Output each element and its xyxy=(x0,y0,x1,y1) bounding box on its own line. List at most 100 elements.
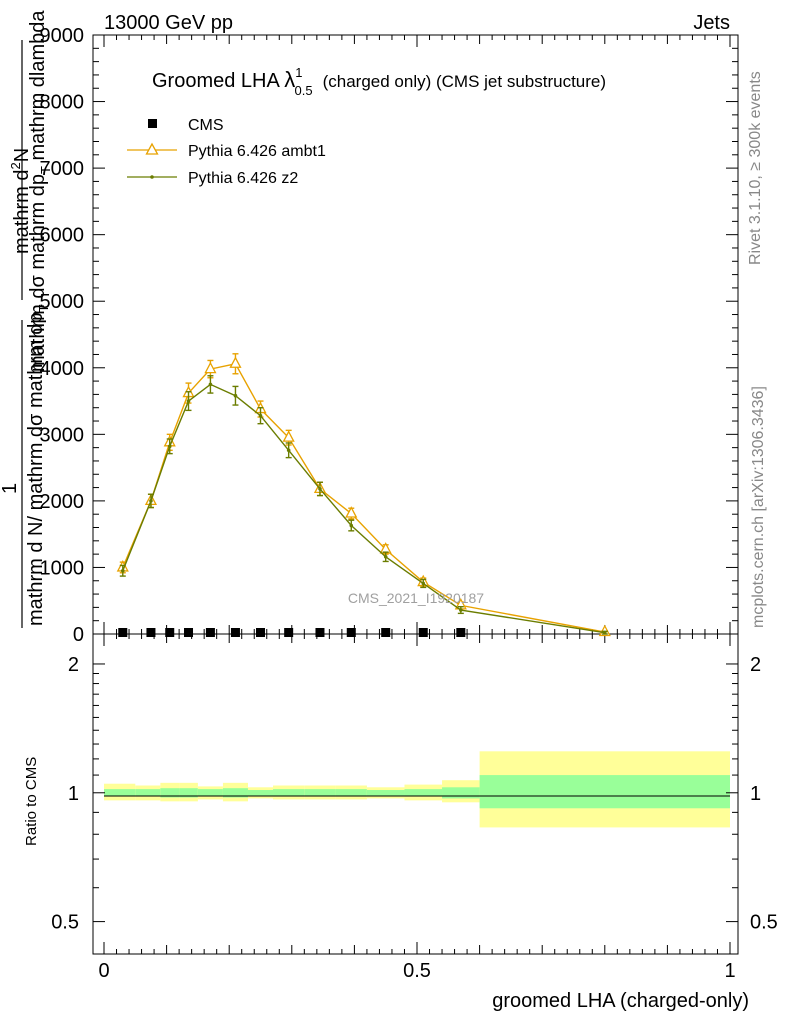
z2-marker xyxy=(349,523,354,528)
z2-marker xyxy=(186,399,191,403)
ratio-band-inner xyxy=(366,790,405,796)
ratio-band-inner xyxy=(479,775,730,809)
title-suffix: (charged only) (CMS jet substructure) xyxy=(323,72,606,91)
ratio-y-tick-label-left: 2 xyxy=(68,654,79,676)
series-lines xyxy=(116,353,611,637)
ratio-band-inner xyxy=(135,789,161,797)
ratio-band-inner xyxy=(442,787,480,799)
title-prefix: Groomed LHA xyxy=(152,70,284,92)
ylabel-num-den: mathrm dσ mathrm dp xyxy=(27,174,49,372)
axes-ticks: 0 1000 2000 3000 4000 5000 6000 7000 8000 9000 0 0.… xyxy=(40,25,778,982)
ratio-band-inner xyxy=(104,789,136,797)
analysis-watermark: CMS_2021_I1920187 xyxy=(348,590,484,606)
rivet-label: Rivet 3.1.10, ≥ 300k events xyxy=(747,71,764,265)
y-tick-label: 0 xyxy=(73,624,84,646)
ambt1-marker xyxy=(204,361,217,374)
legend-cms-label: CMS xyxy=(188,117,224,134)
cms-data-point xyxy=(315,628,325,637)
ratio-band-inner xyxy=(404,789,443,797)
y-tick-label: 6000 xyxy=(40,225,85,247)
category-label: Jets xyxy=(693,12,730,34)
ratio-y-tick-label-right: 2 xyxy=(750,654,761,676)
ratio-y-label: Ratio to CMS xyxy=(23,757,40,846)
title-sup: 1 xyxy=(295,65,302,80)
ratio-band-inner xyxy=(179,788,198,798)
z2-marker xyxy=(318,487,322,491)
cms-data-point xyxy=(118,628,128,637)
ylabel-den-right: / mathrm dσ mathrm dp xyxy=(25,312,47,521)
ylabel-den-left: mathrm d N xyxy=(25,522,47,626)
z2-marker xyxy=(149,499,153,503)
ylabel-num-den-sub: T xyxy=(38,166,53,174)
title-sub: 0.5 xyxy=(295,83,313,98)
ratio-band-inner xyxy=(197,789,223,797)
z2-marker xyxy=(167,444,172,449)
cms-data-point xyxy=(346,628,356,637)
ambt1-marker xyxy=(229,356,242,368)
cms-data-point xyxy=(284,628,294,637)
ambt1-line xyxy=(122,362,605,633)
z2-marker xyxy=(258,413,263,418)
x-tick-label: 1 xyxy=(724,960,735,982)
cms-data-point xyxy=(146,628,156,637)
cms-data-point xyxy=(230,628,240,637)
ratio-y-tick-label-right: 1 xyxy=(750,783,761,805)
ratio-y-tick-label-left: 1 xyxy=(68,783,79,805)
y-tick-label: 5000 xyxy=(40,291,85,313)
z2-marker xyxy=(603,630,607,635)
mcplots-label: mcplots.cern.ch [arXiv:1306.3436] xyxy=(750,386,767,628)
ratio-band-inner xyxy=(222,788,248,798)
y-tick-label: 2000 xyxy=(40,491,85,513)
z2-marker xyxy=(459,608,463,612)
ylabel-denominator-1: mathrm d N/ mathrm dσ mathrm dpT xyxy=(25,304,51,626)
z2-marker xyxy=(120,568,125,573)
ratio-band-inner xyxy=(273,789,305,797)
z2-marker xyxy=(383,554,388,559)
x-tick-label: 0 xyxy=(98,960,109,982)
y-tick-label: 3000 xyxy=(40,424,85,446)
legend-ambt1-marker xyxy=(145,142,159,155)
energy-label: 13000 GeV pp xyxy=(104,12,233,34)
y-axis-label: 1 mathrm d N/ mathrm dσ mathrm dpT mathr… xyxy=(0,10,53,628)
z2-marker xyxy=(233,393,238,398)
ylabel-den-sub: T xyxy=(36,304,51,312)
cms-data-point xyxy=(456,628,466,637)
legend-z2-marker xyxy=(150,175,154,179)
ratio-band-inner xyxy=(335,789,367,797)
y-tick-label: 8000 xyxy=(40,92,85,114)
cms-data-point xyxy=(381,628,391,637)
ratio-band-inner xyxy=(247,790,274,796)
ylabel-numerator-den: mathrm dσ mathrm dpT mathrm dlambda xyxy=(27,10,53,372)
ratio-plot-frame xyxy=(92,633,739,955)
z2-marker xyxy=(421,581,426,586)
legend-ambt1-label: Pythia 6.426 ambt1 xyxy=(188,143,326,160)
ambt1-marker xyxy=(282,430,295,442)
plot-title: Groomed LHA λ1 0.5 (charged only) (CMS jet… xyxy=(152,65,606,98)
cms-points xyxy=(118,628,466,637)
ylabel-one: 1 xyxy=(0,483,21,494)
y-tick-label: 7000 xyxy=(40,158,85,180)
ratio-y-tick-label-left: 0.5 xyxy=(51,912,79,934)
y-tick-label: 1000 xyxy=(40,557,85,579)
cms-data-point xyxy=(256,628,265,637)
cms-data-point xyxy=(184,628,194,637)
z2-marker xyxy=(208,382,213,387)
x-tick-label: 0.5 xyxy=(403,960,431,982)
ylabel-num-lambda: lambda xyxy=(27,10,49,76)
ratio-bands xyxy=(104,751,730,828)
cms-data-point xyxy=(418,628,428,637)
z2-line xyxy=(122,383,605,634)
ylabel-num-den-tail: mathrm d xyxy=(27,76,49,166)
y-tick-label: 9000 xyxy=(40,25,85,47)
z2-marker xyxy=(286,448,291,453)
legend-z2-label: Pythia 6.426 z2 xyxy=(188,170,298,187)
x-axis-label: groomed LHA (charged-only) xyxy=(492,990,749,1012)
ratio-y-tick-label-right: 0.5 xyxy=(750,912,778,934)
ylabel-num-top-sup: 2 xyxy=(8,162,23,169)
cms-data-point xyxy=(205,628,215,637)
ambt1-marker xyxy=(345,506,358,518)
ratio-band-inner xyxy=(304,789,336,797)
ratio-band-inner xyxy=(160,788,180,798)
cms-data-point xyxy=(165,628,175,637)
